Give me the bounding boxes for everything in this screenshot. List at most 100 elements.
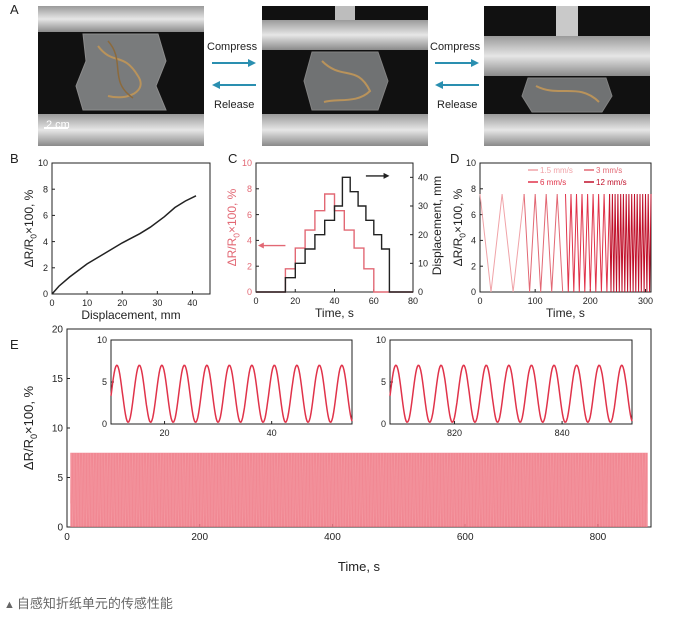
- chart-c-xtick-label: 20: [290, 296, 300, 306]
- chart-b-frame: [51, 162, 211, 295]
- chart-e-ytick-label: 5: [57, 473, 63, 484]
- chart-e-xtick-label: 600: [457, 532, 474, 543]
- chart-c-right-ytick-label: 40: [418, 172, 428, 182]
- figure-caption: ▲ 自感知折纸单元的传感性能: [4, 593, 173, 612]
- chart-e-inset-1-ytick-label: 5: [102, 377, 107, 387]
- chart-d-ytick-label: 6: [471, 210, 476, 220]
- chart-e-inset-2-ytick-label: 10: [376, 335, 386, 345]
- chart-b-ytick-label: 0: [43, 289, 48, 299]
- chart-e-xtick-label: 0: [64, 532, 70, 543]
- chart-e-ytick-label: 0: [57, 523, 63, 534]
- chart-e-series-line: [70, 453, 648, 527]
- chart-d-ytick-label: 8: [471, 184, 476, 194]
- chart-d-legend-label-2: 3 mm/s: [596, 166, 622, 175]
- chart-c-right-axis-arrowhead: [383, 172, 390, 179]
- chart-b-xtick-label: 10: [82, 298, 92, 308]
- chart-e-inset-2-ytick-label: 0: [381, 419, 386, 429]
- release-label-2: Release: [437, 99, 478, 111]
- chart-c-xlabel: Time, s: [315, 306, 354, 320]
- chart-e-ytick-label: 20: [52, 325, 64, 336]
- scale-bar: [44, 127, 68, 129]
- chart-c-ytick-label: 0: [247, 287, 252, 297]
- panel-label-e: E: [10, 337, 19, 352]
- chart-e-ytick-label: 10: [52, 424, 64, 435]
- compress-arrow-2: [435, 59, 479, 67]
- chart-e-inset-1-ytick-label: 10: [97, 335, 107, 345]
- chart-b-xtick-label: 40: [187, 298, 197, 308]
- chart-b-ytick-label: 4: [43, 237, 48, 247]
- chart-d-xtick-label: 100: [528, 296, 543, 306]
- compress-label-2: Compress: [430, 41, 481, 53]
- photo-compressed-drawing: [484, 6, 650, 146]
- chart-d-ylabel: ΔR/R0×100, %: [451, 188, 468, 266]
- chart-d-series-line-1: [479, 193, 525, 293]
- chart-e-xtick-label: 200: [191, 532, 208, 543]
- chart-d-xtick-label: 200: [583, 296, 598, 306]
- panel-label-a: A: [10, 2, 19, 17]
- release-arrow-2: [435, 81, 479, 89]
- chart-d-legend-label-4: 12 mm/s: [596, 178, 627, 187]
- release-label-1: Release: [214, 99, 255, 111]
- photo-half-compressed: [262, 6, 428, 146]
- chart-c-ytick-label: 6: [247, 210, 252, 220]
- chart-e-inset-2-series-line: [389, 364, 633, 424]
- chart-d-ytick-label: 10: [466, 158, 476, 168]
- chart-b-xtick-label: 30: [152, 298, 162, 308]
- chart-d-xtick-label: 300: [638, 296, 653, 306]
- compress-label-1: Compress: [207, 41, 258, 53]
- compress-arrow-1: [212, 59, 256, 67]
- chart-d-ytick-label: 2: [471, 261, 476, 271]
- chart-c-series-line-1: [256, 193, 413, 293]
- chart-d-legend-label-1: 1.5 mm/s: [540, 166, 573, 175]
- chart-b-series-line: [51, 195, 197, 295]
- chart-d-legend-label-3: 6 mm/s: [540, 178, 566, 187]
- chart-e-inset-2-ytick-label: 5: [381, 377, 386, 387]
- chart-b-ylabel: ΔR/R0×100, %: [22, 189, 39, 267]
- chart-b-ytick-label: 10: [38, 158, 48, 168]
- chart-c-xtick-label: 60: [369, 296, 379, 306]
- chart-d: 0 100 200 300 0 2 4 6 8 10 1.5 mm/s 3 mm/s 6 mm/s 12 …: [451, 158, 653, 320]
- chart-c-right-ytick-label: 0: [418, 287, 423, 297]
- chart-b-xtick-label: 0: [49, 298, 54, 308]
- scale-bar-label: 2 cm: [46, 119, 70, 131]
- release-arrow-1: [212, 81, 256, 89]
- chart-e-inset-2: 820 840 0 5 10: [376, 335, 633, 438]
- chart-c-ytick-label: 10: [242, 158, 252, 168]
- chart-b-ytick-label: 6: [43, 211, 48, 221]
- chart-e-xtick-label: 800: [590, 532, 607, 543]
- chart-c-xtick-label: 0: [253, 296, 258, 306]
- chart-c-xtick-label: 40: [329, 296, 339, 306]
- chart-c-y2label: Displacement, mm: [430, 176, 444, 275]
- chart-c-right-ytick-label: 30: [418, 201, 428, 211]
- panel-label-d: D: [450, 151, 460, 166]
- chart-e-ytick-label: 15: [52, 374, 64, 385]
- chart-e-inset-2-xtick-label: 820: [447, 428, 462, 438]
- chart-e-inset-1: 20 40 0 5 10: [97, 335, 353, 438]
- chart-c-xtick-label: 80: [408, 296, 418, 306]
- chart-b-ytick-label: 8: [43, 184, 48, 194]
- panel-label-c: C: [228, 151, 238, 166]
- chart-b-xtick-label: 20: [117, 298, 127, 308]
- chart-b-xlabel: Displacement, mm: [81, 308, 180, 322]
- chart-c-right-ytick-label: 20: [418, 230, 428, 240]
- chart-d-series-line-2: [523, 193, 564, 293]
- chart-c-series-line-2: [256, 176, 413, 293]
- photo-compressed: [484, 6, 650, 146]
- caption-text: 自感知折纸单元的传感性能: [16, 596, 173, 611]
- chart-d-ytick-label: 4: [471, 236, 476, 246]
- chart-d-series-line-4: [609, 193, 652, 293]
- photo-initial: 2 cm: [38, 6, 204, 146]
- chart-d-xtick-label: 0: [477, 296, 482, 306]
- chart-c-ytick-label: 2: [247, 261, 252, 271]
- chart-e-inset-1-xtick-label: 40: [267, 428, 277, 438]
- chart-e-ylabel: ΔR/R0×100, %: [21, 385, 39, 470]
- chart-e-inset-1-xtick-label: 20: [160, 428, 170, 438]
- chart-c-ytick-label: 4: [247, 236, 252, 246]
- chart-c-left-axis-arrowhead: [257, 242, 264, 249]
- photo-half-compressed-drawing: [262, 6, 428, 146]
- photo-initial-drawing: [38, 6, 204, 146]
